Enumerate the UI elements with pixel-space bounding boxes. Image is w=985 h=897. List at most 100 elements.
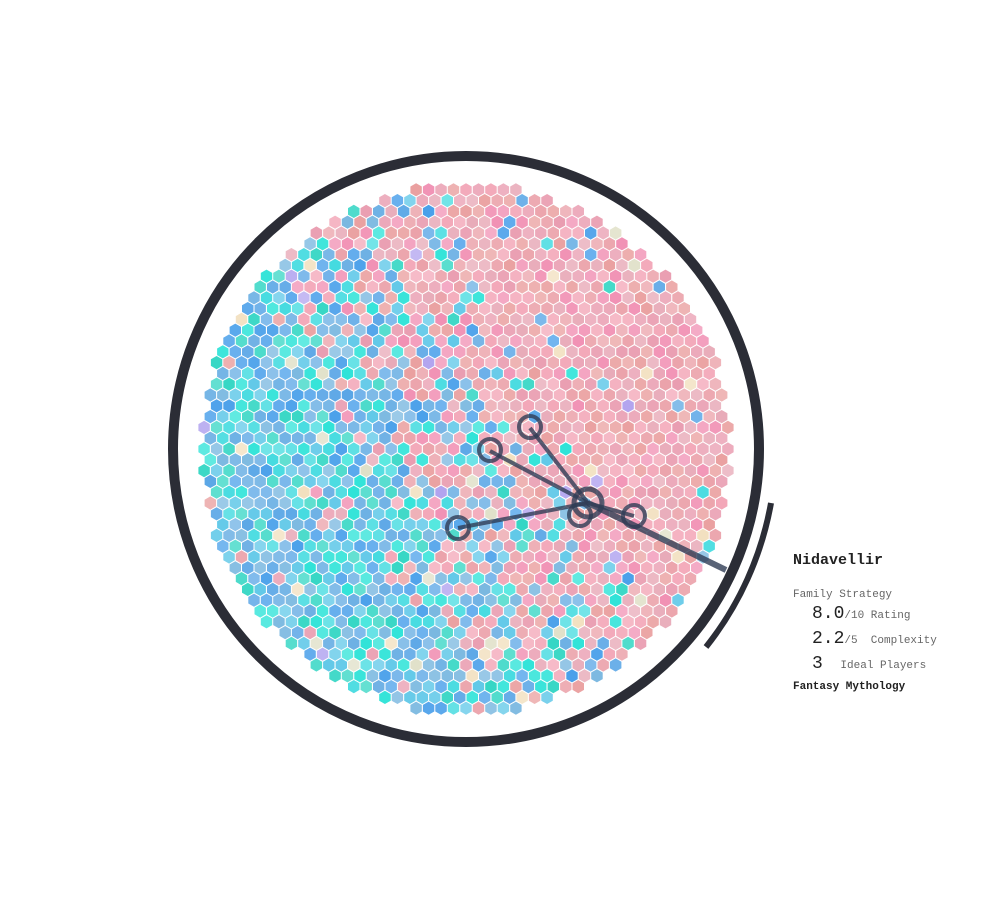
game-hex[interactable]: [435, 464, 447, 478]
game-hex[interactable]: [516, 366, 528, 380]
game-hex[interactable]: [223, 377, 235, 391]
game-hex[interactable]: [641, 604, 653, 618]
game-hex[interactable]: [310, 312, 323, 326]
game-hex[interactable]: [697, 464, 709, 478]
game-hex[interactable]: [591, 280, 603, 294]
game-hex[interactable]: [210, 528, 223, 542]
game-hex[interactable]: [585, 658, 597, 672]
game-hex[interactable]: [316, 539, 329, 553]
game-hex[interactable]: [510, 701, 522, 715]
game-hex[interactable]: [535, 485, 547, 499]
game-hex[interactable]: [354, 474, 366, 488]
game-hex[interactable]: [597, 636, 609, 650]
game-hex[interactable]: [254, 388, 266, 402]
game-hex[interactable]: [497, 356, 510, 370]
game-hex[interactable]: [709, 528, 722, 542]
game-hex[interactable]: [572, 399, 585, 413]
game-hex[interactable]: [541, 582, 553, 596]
game-hex[interactable]: [466, 539, 479, 553]
game-hex[interactable]: [441, 302, 453, 316]
game-hex[interactable]: [653, 561, 665, 575]
game-hex[interactable]: [366, 582, 379, 596]
game-hex[interactable]: [616, 647, 628, 661]
game-hex[interactable]: [522, 593, 535, 607]
game-hex[interactable]: [335, 312, 347, 326]
game-hex[interactable]: [335, 550, 347, 564]
game-hex[interactable]: [385, 680, 397, 694]
game-hex[interactable]: [722, 420, 734, 434]
game-hex[interactable]: [666, 453, 678, 467]
game-hex[interactable]: [354, 604, 366, 618]
game-hex[interactable]: [391, 215, 404, 229]
game-hex[interactable]: [248, 420, 260, 434]
game-hex[interactable]: [397, 485, 410, 499]
game-hex[interactable]: [491, 323, 503, 337]
game-hex[interactable]: [653, 323, 665, 337]
game-hex[interactable]: [416, 366, 429, 380]
game-hex[interactable]: [585, 269, 597, 283]
game-hex[interactable]: [541, 388, 553, 402]
game-hex[interactable]: [348, 464, 360, 478]
game-hex[interactable]: [472, 334, 485, 348]
game-hex[interactable]: [659, 572, 672, 586]
game-hex[interactable]: [397, 572, 410, 586]
game-hex[interactable]: [622, 464, 634, 478]
game-hex[interactable]: [609, 464, 622, 478]
game-hex[interactable]: [291, 518, 304, 532]
game-hex[interactable]: [553, 302, 566, 316]
game-hex[interactable]: [416, 280, 429, 294]
game-hex[interactable]: [348, 291, 360, 305]
game-hex[interactable]: [422, 399, 435, 413]
game-hex[interactable]: [547, 269, 559, 283]
game-hex[interactable]: [472, 269, 485, 283]
game-hex[interactable]: [229, 431, 241, 445]
game-hex[interactable]: [410, 183, 422, 197]
game-hex[interactable]: [366, 366, 379, 380]
game-hex[interactable]: [404, 258, 416, 272]
game-hex[interactable]: [454, 604, 466, 618]
game-hex[interactable]: [485, 528, 497, 542]
game-hex[interactable]: [416, 474, 429, 488]
game-hex[interactable]: [273, 356, 285, 370]
game-hex[interactable]: [597, 399, 609, 413]
game-hex[interactable]: [659, 507, 672, 521]
game-hex[interactable]: [279, 431, 291, 445]
game-hex[interactable]: [422, 204, 435, 218]
game-hex[interactable]: [379, 474, 391, 488]
game-hex[interactable]: [628, 280, 641, 294]
game-hex[interactable]: [522, 356, 535, 370]
game-hex[interactable]: [516, 474, 528, 488]
game-hex[interactable]: [479, 647, 491, 661]
game-hex[interactable]: [260, 399, 273, 413]
game-hex[interactable]: [703, 518, 715, 532]
game-hex[interactable]: [454, 388, 466, 402]
game-hex[interactable]: [697, 334, 709, 348]
game-hex[interactable]: [273, 550, 285, 564]
game-hex[interactable]: [553, 388, 566, 402]
game-hex[interactable]: [335, 334, 347, 348]
game-hex[interactable]: [547, 528, 559, 542]
game-hex[interactable]: [678, 561, 691, 575]
game-hex[interactable]: [678, 496, 691, 510]
game-hex[interactable]: [291, 388, 304, 402]
game-hex[interactable]: [373, 248, 385, 262]
game-hex[interactable]: [298, 269, 310, 283]
game-hex[interactable]: [441, 626, 453, 640]
game-hex[interactable]: [634, 356, 647, 370]
game-hex[interactable]: [435, 269, 447, 283]
game-hex[interactable]: [566, 561, 578, 575]
game-hex[interactable]: [516, 518, 528, 532]
game-hex[interactable]: [672, 485, 684, 499]
game-hex[interactable]: [422, 485, 435, 499]
game-hex[interactable]: [329, 561, 341, 575]
game-hex[interactable]: [479, 474, 491, 488]
game-hex[interactable]: [460, 420, 472, 434]
game-hex[interactable]: [609, 658, 622, 672]
game-hex[interactable]: [466, 280, 479, 294]
game-hex[interactable]: [572, 572, 585, 586]
game-hex[interactable]: [641, 496, 653, 510]
game-hex[interactable]: [441, 388, 453, 402]
game-hex[interactable]: [248, 442, 260, 456]
game-hex[interactable]: [659, 550, 672, 564]
game-hex[interactable]: [447, 204, 460, 218]
